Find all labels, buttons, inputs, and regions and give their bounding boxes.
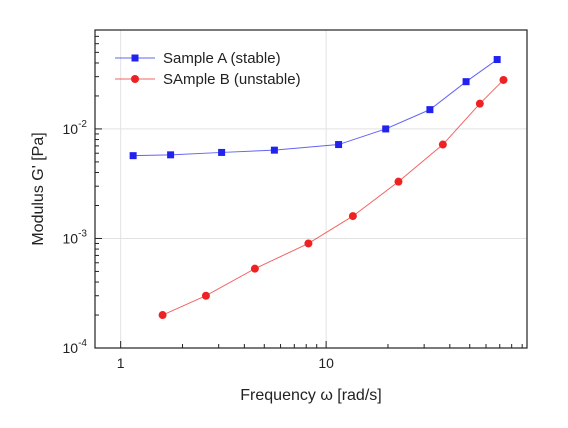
data-point-square — [167, 151, 175, 159]
data-point-square — [218, 148, 226, 156]
data-point-circle — [394, 177, 403, 186]
data-point-circle — [304, 239, 313, 248]
axis-ticks — [95, 29, 523, 349]
series-b — [158, 75, 508, 320]
legend-label: Sample A (stable) — [163, 50, 281, 67]
y-tick-label: 10-4 — [63, 338, 88, 356]
y-axis-title: Modulus G' [Pa] — [30, 132, 47, 245]
series-line — [162, 79, 504, 316]
data-point-circle — [475, 99, 484, 108]
legend-label: SAmple B (unstable) — [163, 71, 301, 88]
data-point-circle — [250, 264, 259, 273]
data-point-square — [335, 141, 343, 149]
data-point-square — [270, 146, 278, 154]
grid — [95, 30, 527, 349]
plot-frame — [94, 29, 528, 349]
data-point-circle — [438, 140, 447, 149]
legend: Sample A (stable) SAmple B (unstable) — [115, 50, 301, 88]
series-a — [129, 56, 501, 160]
data-point-circle — [201, 291, 210, 300]
data-point-circle — [348, 212, 357, 221]
data-point-square — [382, 125, 390, 133]
data-point-square — [462, 78, 470, 86]
x-tick-label: 10 — [318, 355, 334, 371]
legend-marker-square — [131, 54, 139, 62]
x-axis-title: Frequency ω [rad/s] — [240, 387, 381, 404]
data-point-circle — [499, 75, 508, 84]
legend-marker-circle — [131, 75, 139, 83]
y-tick-label: 10-2 — [63, 119, 88, 137]
data-point-square — [426, 106, 434, 114]
x-tick-label: 1 — [117, 355, 125, 371]
data-point-square — [129, 152, 137, 160]
data-point-square — [493, 56, 501, 64]
series-layer — [129, 56, 508, 320]
y-tick-label: 10-3 — [63, 228, 88, 246]
tick-labels: 1 10 10-4 10-3 10-2 — [63, 119, 335, 371]
data-point-circle — [158, 311, 167, 320]
